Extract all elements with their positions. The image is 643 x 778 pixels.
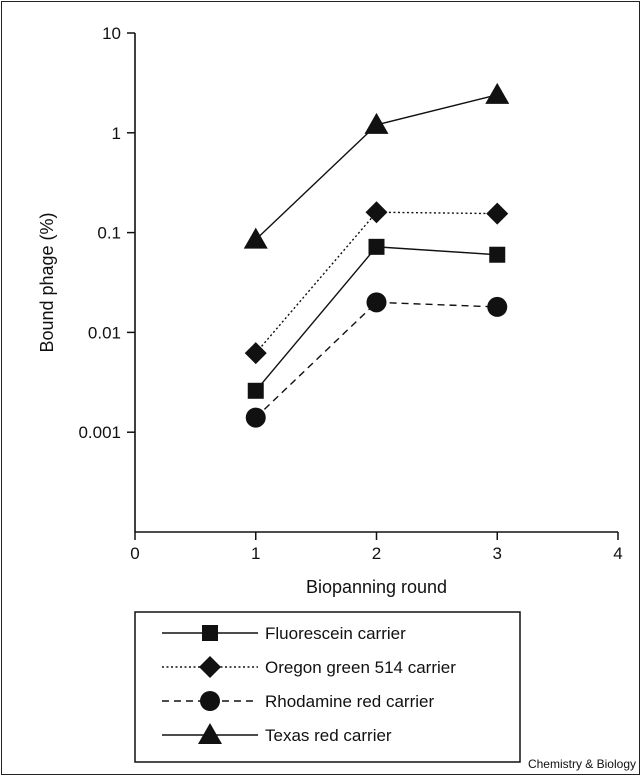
- y-tick-label: 0.01: [88, 323, 121, 342]
- data-point-2-1: [244, 342, 267, 365]
- data-point-3-2: [366, 292, 387, 313]
- legend-label-2: Oregon green 514 carrier: [265, 658, 456, 677]
- series-line-1: [255, 246, 498, 392]
- data-point-1-1: [247, 382, 264, 399]
- series-line-3: [255, 301, 498, 419]
- legend-label-3: Rhodamine red carrier: [265, 692, 434, 711]
- legend-marker-1: [202, 625, 218, 641]
- data-point-4-2: [364, 112, 389, 134]
- y-tick-label: 0.1: [97, 224, 121, 243]
- credit-label: Chemistry & Biology: [528, 757, 636, 771]
- legend-label-1: Fluorescein carrier: [265, 624, 406, 643]
- x-tick-label: 3: [493, 544, 502, 563]
- x-tick-label: 2: [372, 544, 381, 563]
- data-point-4-3: [485, 82, 510, 104]
- legend-box: [134, 611, 521, 763]
- data-point-3-1: [245, 407, 266, 428]
- data-point-3-3: [487, 296, 508, 317]
- plot-area: 0 1 2 3 4 0.001 0.01 0.1 1 10 Biopanning round Boun…: [37, 24, 623, 597]
- data-point-2-3: [486, 202, 509, 225]
- data-point-2-2: [365, 201, 388, 224]
- data-point-4-1: [243, 227, 268, 249]
- legend-marker-4: [198, 723, 222, 744]
- y-tick-label: 10: [102, 24, 121, 43]
- legend-marker-3: [200, 691, 220, 711]
- data-point-1-2: [368, 238, 385, 255]
- data-point-1-3: [489, 246, 506, 263]
- y-axis-title: Bound phage (%): [37, 212, 57, 352]
- x-tick-label: 1: [251, 544, 260, 563]
- series-line-2: [255, 211, 498, 354]
- legend-marker-2: [199, 656, 221, 678]
- y-tick-label: 0.001: [78, 423, 121, 442]
- y-tick-label: 1: [112, 124, 121, 143]
- legend-label-4: Texas red carrier: [265, 726, 392, 745]
- legend: Fluorescein carrier Oregon green 514 carr…: [134, 611, 521, 763]
- x-tick-label: 0: [130, 544, 139, 563]
- x-tick-label: 4: [613, 544, 622, 563]
- x-axis-title: Biopanning round: [306, 577, 447, 597]
